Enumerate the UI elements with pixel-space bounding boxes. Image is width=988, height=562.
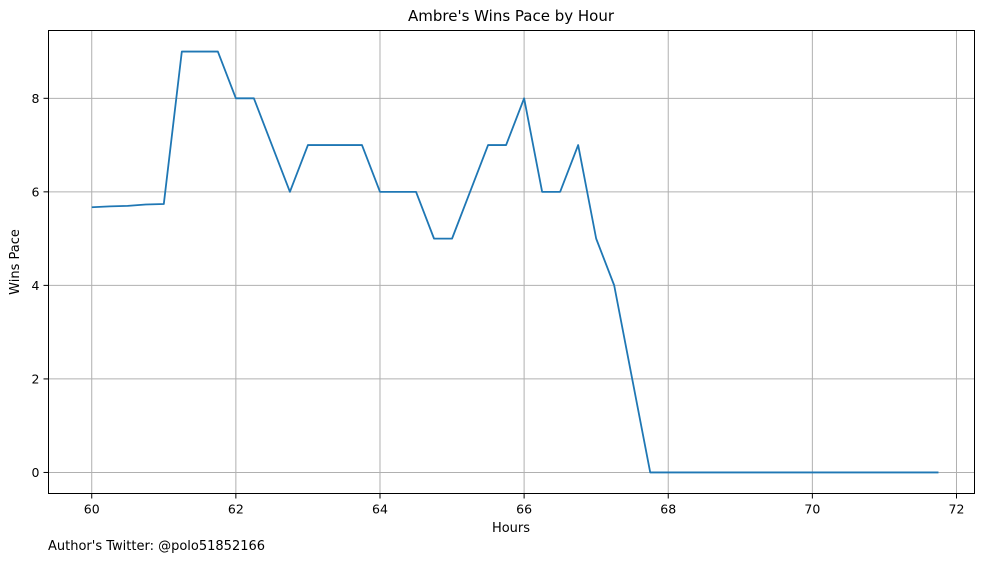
y-tick-label: 4 (32, 278, 40, 293)
x-tick-label: 62 (228, 502, 244, 517)
x-tick-label: 72 (949, 502, 965, 517)
chart-title: Ambre's Wins Pace by Hour (408, 7, 615, 25)
x-axis: 60 62 64 66 68 70 72 (84, 493, 965, 517)
y-tick-label: 8 (32, 91, 40, 106)
grid-layer (48, 30, 975, 494)
series-line (91, 50, 939, 474)
x-tick-label: 66 (516, 502, 532, 517)
y-tick-label: 0 (32, 465, 40, 480)
x-tick-label: 64 (372, 502, 388, 517)
author-credit: Author's Twitter: @polo51852166 (48, 539, 265, 554)
x-axis-label: Hours (492, 521, 530, 536)
y-axis-label: Wins Pace (8, 229, 23, 295)
x-tick-label: 68 (660, 502, 676, 517)
x-tick-label: 60 (84, 502, 100, 517)
y-tick-label: 2 (32, 371, 40, 386)
y-tick-label: 6 (32, 184, 40, 199)
x-tick-label: 70 (804, 502, 820, 517)
y-axis: 0 2 4 6 8 (32, 91, 49, 480)
series-layer (91, 50, 939, 474)
plot-frame (48, 30, 975, 494)
